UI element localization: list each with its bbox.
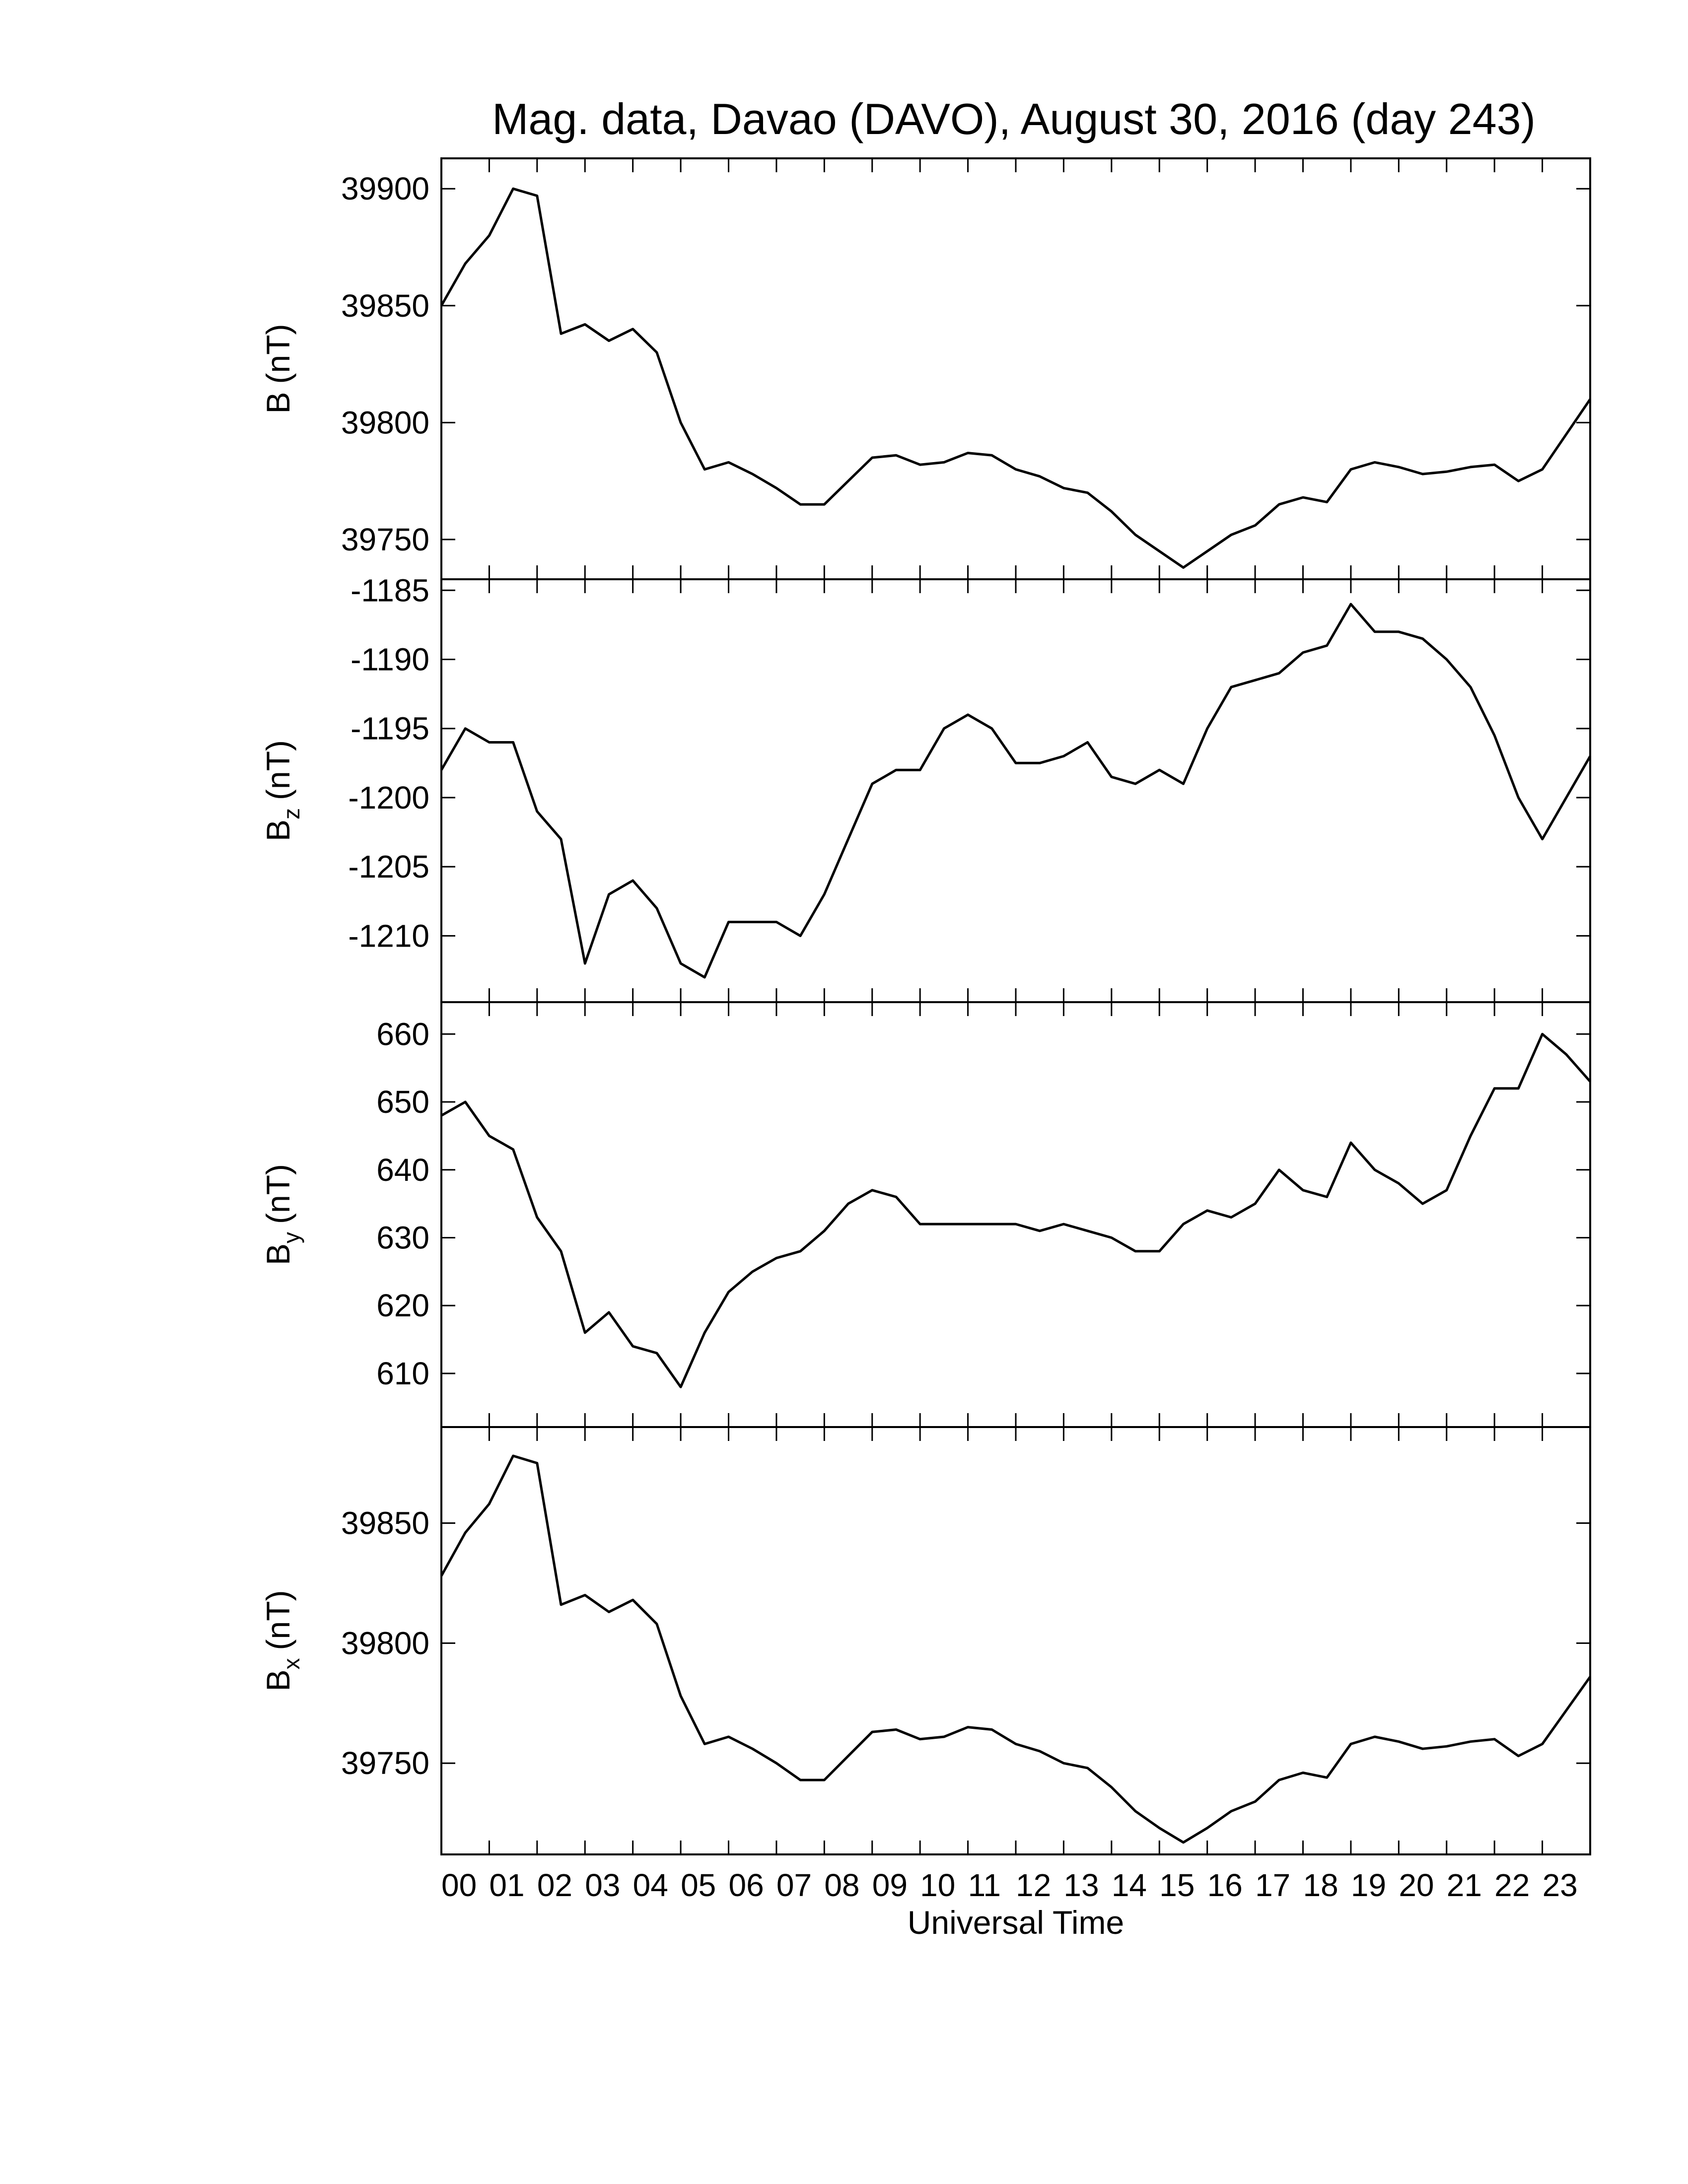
x-tick-label: 03 [585, 1867, 620, 1903]
x-tick-label: 14 [1112, 1867, 1147, 1903]
x-tick-label: 19 [1351, 1867, 1386, 1903]
y-axis-label: Bx (nT) [260, 1590, 304, 1691]
x-tick-label: 05 [681, 1867, 716, 1903]
y-axis-label-subscript: y [279, 1232, 304, 1243]
x-tick-label: 07 [776, 1867, 812, 1903]
y-tick-label: 640 [376, 1152, 429, 1188]
y-axis-label-units: (nT) [260, 1590, 296, 1650]
y-tick-label: -1195 [351, 711, 429, 747]
data-line [440, 1032, 1591, 1388]
y-axis-label: B (nT) [260, 324, 296, 413]
plot-frame [440, 1001, 1591, 1428]
chart-title: Mag. data, Davao (DAVO), August 30, 2016… [492, 94, 1536, 143]
x-tick-label: 11 [968, 1867, 1001, 1903]
y-tick-label: 39800 [341, 405, 429, 440]
y-tick-label: -1200 [348, 780, 429, 816]
x-tick-label: 22 [1494, 1867, 1530, 1903]
x-tick-label: 17 [1255, 1867, 1290, 1903]
x-tick-label: 06 [729, 1867, 764, 1903]
y-axis-label-units: (nT) [260, 740, 296, 800]
x-tick-label: 16 [1207, 1867, 1243, 1903]
plot-frame [440, 578, 1591, 1003]
y-tick-label: 650 [376, 1084, 429, 1120]
y-tick-label: 39850 [341, 288, 429, 324]
x-tick-label: 02 [537, 1867, 572, 1903]
y-tick-label: 620 [376, 1288, 429, 1323]
x-tick-label: 13 [1063, 1867, 1099, 1903]
y-tick-label: 660 [376, 1016, 429, 1052]
y-tick-label: -1190 [351, 641, 429, 677]
x-tick-label: 08 [824, 1867, 859, 1903]
y-axis-label-subscript: x [279, 1658, 304, 1669]
y-axis-label-symbol: B [260, 1669, 296, 1691]
x-tick-label: 21 [1447, 1867, 1482, 1903]
y-tick-label: 630 [376, 1220, 429, 1255]
x-tick-label: 23 [1543, 1867, 1578, 1903]
y-axis-label: By (nT) [260, 1164, 304, 1265]
y-tick-label: 39750 [341, 1745, 429, 1781]
data-line [440, 187, 1592, 569]
y-axis-label: Bz (nT) [260, 740, 304, 841]
y-tick-label: 39900 [341, 171, 429, 206]
y-tick-label: -1185 [351, 572, 429, 608]
x-tick-label: 20 [1399, 1867, 1434, 1903]
x-axis-label: Universal Time [908, 1904, 1124, 1941]
plot-frame [440, 157, 1591, 580]
y-axis-label-symbol: B [260, 1243, 296, 1265]
x-tick-label: 01 [489, 1867, 524, 1903]
y-axis-label-units: (nT) [260, 1164, 296, 1224]
x-tick-label: 15 [1159, 1867, 1195, 1903]
y-tick-label: -1205 [348, 849, 429, 885]
x-tick-label: 00 [441, 1867, 477, 1903]
x-tick-label: 10 [920, 1867, 955, 1903]
x-tick-label: 12 [1016, 1867, 1051, 1903]
data-line [440, 1454, 1592, 1844]
data-line [440, 603, 1592, 979]
y-tick-label: 39750 [341, 522, 429, 557]
x-tick-label: 18 [1303, 1867, 1338, 1903]
y-axis-label-subscript: z [279, 808, 304, 819]
x-tick-label: 09 [872, 1867, 908, 1903]
x-tick-label: 04 [633, 1867, 668, 1903]
y-tick-label: -1210 [348, 918, 429, 954]
plot-frame [440, 1426, 1591, 1855]
y-tick-label: 610 [376, 1356, 429, 1391]
y-tick-label: 39850 [341, 1505, 429, 1541]
y-axis-label-symbol: B [260, 819, 296, 841]
y-tick-label: 39800 [341, 1625, 429, 1661]
y-axis-label-units: (nT) [260, 324, 296, 384]
y-axis-label-symbol: B [260, 392, 296, 413]
